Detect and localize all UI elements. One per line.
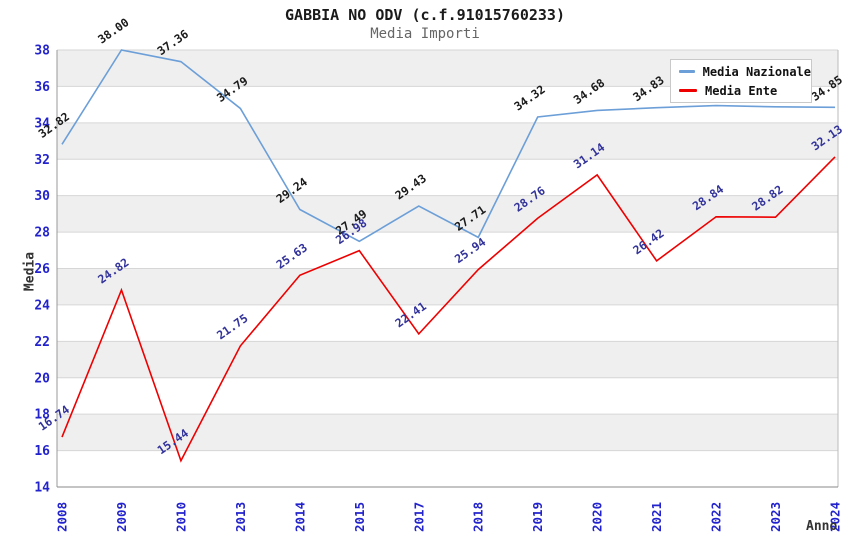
x-tick-label: 2018 — [471, 502, 486, 532]
x-tick-label: 2019 — [530, 502, 545, 532]
x-tick-label: 2021 — [649, 502, 664, 532]
grid-band — [57, 195, 838, 233]
y-tick-label: 14 — [34, 481, 50, 496]
y-tick-label: 32 — [34, 153, 50, 168]
legend-label: Media Ente — [705, 83, 778, 98]
y-tick-label: 30 — [34, 189, 50, 204]
x-axis-title: Anno — [806, 519, 838, 534]
y-tick-label: 16 — [34, 444, 50, 459]
y-tick-label: 38 — [34, 44, 50, 59]
y-tick-label: 24 — [34, 298, 50, 313]
y-tick-label: 36 — [34, 80, 50, 95]
x-tick-label: 2015 — [352, 502, 367, 532]
x-tick-label: 2009 — [114, 502, 129, 532]
y-axis-title: Media — [22, 251, 38, 292]
x-tick-label: 2010 — [173, 502, 188, 532]
point-label: 25.63 — [274, 240, 310, 271]
media-nazionale-line-swatch-icon — [679, 70, 695, 73]
y-tick-label: 22 — [34, 335, 50, 350]
x-tick-label: 2017 — [411, 502, 426, 532]
grid-band — [57, 414, 838, 451]
y-tick-label: 18 — [34, 408, 50, 423]
y-tick-label: 20 — [34, 371, 50, 386]
legend-label: Media Nazionale — [702, 64, 811, 79]
x-tick-label: 2022 — [709, 502, 724, 532]
chart-subtitle: Media Importi — [370, 26, 480, 42]
media-ente-line-swatch-icon — [679, 89, 697, 92]
y-tick-label: 28 — [34, 226, 50, 241]
point-label: 38.00 — [95, 15, 131, 46]
series-line-media-nazionale — [61, 49, 836, 243]
point-label: 25.94 — [452, 235, 488, 266]
grid-band — [57, 122, 838, 160]
y-tick-label: 34 — [34, 116, 50, 131]
x-tick-label: 2024 — [828, 502, 843, 532]
grid-band — [57, 268, 838, 305]
point-label: 21.75 — [214, 311, 250, 342]
x-tick-label: 2013 — [233, 502, 248, 532]
grid-band — [57, 341, 838, 378]
series-line-media-ente — [61, 156, 836, 463]
x-tick-label: 2023 — [768, 502, 783, 532]
legend-item-media-ente: Media Ente — [679, 84, 811, 98]
y-tick-label: 26 — [34, 262, 50, 277]
chart-title: GABBIA NO ODV (c.f.91015760233) — [285, 6, 565, 24]
x-tick-label: 2020 — [590, 502, 605, 532]
legend: Media Nazionale Media Ente — [670, 59, 812, 103]
legend-item-media-nazionale: Media Nazionale — [679, 65, 811, 79]
x-tick-label: 2014 — [292, 502, 307, 532]
x-tick-label: 2008 — [55, 502, 70, 532]
